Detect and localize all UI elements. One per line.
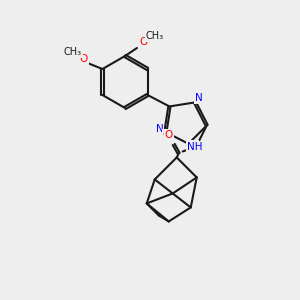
Text: N: N xyxy=(155,124,163,134)
Text: S: S xyxy=(191,141,198,151)
Text: CH₃: CH₃ xyxy=(63,47,82,57)
Text: CH₃: CH₃ xyxy=(146,31,164,41)
Text: N: N xyxy=(195,93,203,103)
Text: NH: NH xyxy=(187,142,203,152)
Text: O: O xyxy=(80,54,88,64)
Text: O: O xyxy=(163,130,171,140)
Text: O: O xyxy=(165,130,173,140)
Text: O: O xyxy=(139,37,147,47)
